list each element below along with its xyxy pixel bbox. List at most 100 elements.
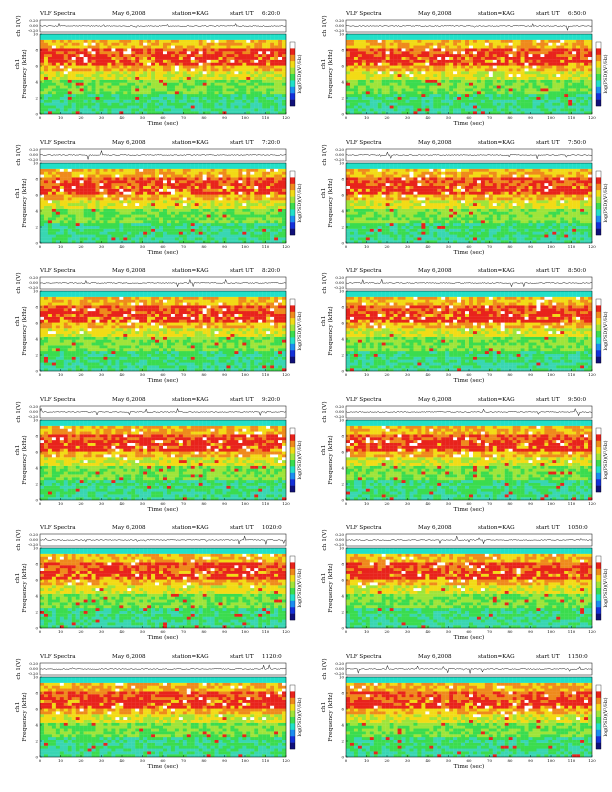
spectrogram-cell: [536, 36, 541, 40]
spectrogram-cell: [71, 62, 76, 66]
spectrogram-cell: [528, 85, 533, 89]
spectrogram-cell: [540, 65, 545, 69]
spectrogram-cell: [198, 176, 203, 180]
spectrogram-cell: [469, 42, 474, 46]
spectrogram-cell: [51, 191, 57, 195]
spectrogram-cell: [254, 88, 259, 92]
spectrogram-cell: [488, 34, 493, 38]
spectrogram-cell: [159, 48, 164, 52]
spectrogram-cell: [75, 39, 80, 43]
spectrogram-cell: [433, 88, 438, 92]
spectrogram-cell: [469, 105, 474, 109]
spectrogram-cell: [226, 176, 231, 180]
spectrogram-cell: [361, 45, 366, 49]
spectrogram-cell: [492, 42, 497, 46]
spectrogram-cell: [127, 71, 132, 75]
spectrogram-cell: [163, 211, 168, 215]
spectrogram-cell: [234, 45, 239, 49]
spectrogram-cell: [127, 222, 132, 226]
spectrogram-cell: [262, 102, 267, 106]
spectrogram-cell: [135, 88, 140, 92]
spectrogram-cell: [206, 42, 211, 46]
spectrogram-cell: [461, 56, 466, 60]
spectrogram-cell: [576, 102, 581, 106]
spectrogram-cell: [234, 36, 239, 40]
spectrogram-cell: [453, 94, 458, 98]
spectrogram-cell: [584, 108, 589, 112]
spectrogram-cell: [178, 202, 183, 206]
spectrogram-cell: [480, 71, 486, 75]
spectrogram-cell: [465, 39, 470, 43]
spectrogram-cell: [488, 91, 493, 95]
spectrogram-cell: [91, 51, 96, 55]
spectrogram-cell: [278, 59, 283, 63]
spectrogram-cell: [548, 105, 553, 109]
spectrogram-cell: [83, 94, 88, 98]
spectrogram-cell: [441, 36, 446, 40]
spectrogram-cell: [270, 85, 275, 89]
spectrogram-cell: [472, 56, 478, 60]
spectrogram-cell: [278, 51, 283, 55]
spectrogram-cell: [40, 208, 45, 212]
spectrogram-cell: [214, 208, 219, 212]
spectrogram-cell: [83, 85, 88, 89]
spectrogram-cell: [194, 79, 199, 83]
spectrogram-cell: [59, 102, 64, 106]
spectrogram-cell: [484, 71, 489, 75]
spectrogram-cell: [214, 176, 219, 180]
spectrogram-cell: [151, 111, 156, 115]
spectrogram-cell: [381, 39, 386, 43]
spectrogram-cell: [103, 225, 108, 229]
spectrogram-cell: [500, 74, 505, 78]
spectrogram-cell: [218, 48, 223, 52]
spectrogram-cell: [226, 79, 231, 83]
spectrogram-cell: [409, 59, 414, 63]
spectrogram-cell: [393, 79, 398, 83]
spectrogram-cell: [51, 94, 57, 98]
spectrogram-cell: [401, 105, 406, 109]
spectrogram-cell: [75, 105, 80, 109]
spectrogram-cell: [472, 82, 478, 86]
spectrogram-cell: [178, 71, 183, 75]
spectrogram-cell: [91, 76, 96, 80]
spectrogram-cell: [182, 236, 187, 240]
spectrogram-cell: [222, 219, 227, 223]
spectrogram-cell: [143, 102, 148, 106]
spectrogram-cell: [63, 79, 68, 83]
spectrogram-cell: [67, 105, 72, 109]
spectrogram-cell: [131, 68, 136, 72]
spectrogram-cell: [238, 94, 243, 98]
spectrogram-cell: [588, 74, 593, 78]
spectrogram-cell: [524, 65, 529, 69]
spectrogram-cell: [246, 48, 251, 52]
spectrogram-cell: [163, 162, 168, 166]
spectrogram-cell: [115, 202, 120, 206]
spectrogram-cell: [115, 211, 120, 215]
spectrogram-cell: [198, 76, 203, 80]
spectrogram-cell: [465, 76, 470, 80]
spectrogram-cell: [123, 76, 128, 80]
spectrogram-cell: [155, 199, 160, 203]
spectrogram-cell: [349, 94, 355, 98]
colorbar-segment: [290, 67, 295, 75]
spectrogram-cell: [139, 105, 144, 109]
spectrogram-cell: [540, 99, 545, 103]
spectrogram-cell: [476, 39, 482, 43]
spectrogram-cell: [194, 68, 199, 72]
spectrogram-cell: [103, 105, 108, 109]
spectrogram-cell: [43, 56, 49, 60]
spectrogram-cell: [584, 79, 589, 83]
spectrogram-cell: [556, 94, 561, 98]
spectrogram-cell: [389, 82, 394, 86]
spectrogram-cell: [83, 202, 88, 206]
spectrogram-cell: [151, 168, 156, 172]
spectrogram-cell: [266, 85, 271, 89]
spectrogram-cell: [194, 225, 199, 229]
spectrogram-cell: [588, 85, 593, 89]
spectrogram-cell: [234, 62, 239, 66]
spectrogram-cell: [166, 79, 172, 83]
spectrogram-cell: [51, 199, 57, 203]
spectrogram-cell: [178, 196, 183, 200]
spectrogram-cell: [441, 96, 446, 100]
spectrogram-cell: [540, 96, 545, 100]
